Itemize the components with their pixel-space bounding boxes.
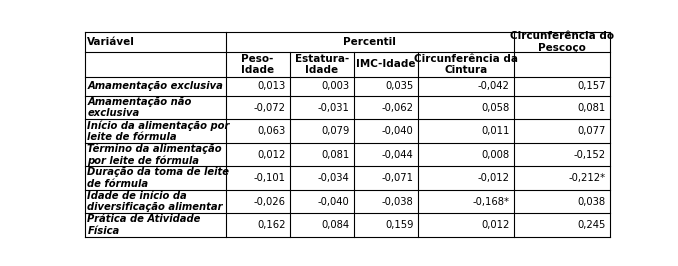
Text: 0,058: 0,058	[481, 103, 510, 113]
Text: -0,101: -0,101	[254, 173, 285, 183]
Text: 0,162: 0,162	[257, 220, 285, 230]
Text: Início da alimentação por
leite de fórmula: Início da alimentação por leite de fórmu…	[87, 120, 230, 142]
Text: Término da alimentação
por leite de fórmula: Término da alimentação por leite de fórm…	[87, 143, 222, 166]
Text: 0,035: 0,035	[385, 81, 414, 91]
Text: -0,012: -0,012	[478, 173, 510, 183]
Text: Circunferência do
Pescoço: Circunferência do Pescoço	[510, 31, 614, 53]
Text: 0,084: 0,084	[321, 220, 350, 230]
Text: 0,157: 0,157	[578, 81, 606, 91]
Text: Estatura-
Idade: Estatura- Idade	[295, 54, 349, 75]
Text: -0,034: -0,034	[318, 173, 350, 183]
Text: 0,038: 0,038	[578, 197, 606, 206]
Text: 0,012: 0,012	[481, 220, 510, 230]
Text: Circunferência da
Cintura: Circunferência da Cintura	[414, 54, 518, 75]
Text: -0,044: -0,044	[382, 149, 414, 160]
Text: -0,040: -0,040	[382, 126, 414, 136]
Text: -0,062: -0,062	[382, 103, 414, 113]
Text: Duração da toma de leite
de fórmula: Duração da toma de leite de fórmula	[87, 167, 229, 189]
Text: IMC-Idade: IMC-Idade	[356, 60, 416, 69]
Text: -0,152: -0,152	[574, 149, 606, 160]
Text: 0,011: 0,011	[481, 126, 510, 136]
Text: -0,038: -0,038	[382, 197, 414, 206]
Text: Amamentação exclusiva: Amamentação exclusiva	[87, 81, 223, 91]
Text: Idade de início da
diversificação alimentar: Idade de início da diversificação alimen…	[87, 191, 223, 212]
Text: -0,168*: -0,168*	[473, 197, 510, 206]
Text: -0,071: -0,071	[382, 173, 414, 183]
Text: 0,245: 0,245	[578, 220, 606, 230]
Text: -0,042: -0,042	[478, 81, 510, 91]
Text: -0,026: -0,026	[254, 197, 285, 206]
Text: -0,212*: -0,212*	[569, 173, 606, 183]
Text: 0,012: 0,012	[257, 149, 285, 160]
Text: -0,031: -0,031	[318, 103, 350, 113]
Text: 0,079: 0,079	[321, 126, 350, 136]
Text: Peso-
Idade: Peso- Idade	[241, 54, 274, 75]
Text: Amamentação não
exclusiva: Amamentação não exclusiva	[87, 97, 192, 118]
Text: -0,072: -0,072	[254, 103, 285, 113]
Text: 0,077: 0,077	[578, 126, 606, 136]
Text: 0,081: 0,081	[321, 149, 350, 160]
Text: 0,003: 0,003	[321, 81, 350, 91]
Text: 0,063: 0,063	[257, 126, 285, 136]
Text: -0,040: -0,040	[318, 197, 350, 206]
Text: Prática de Atividade
Física: Prática de Atividade Física	[87, 214, 201, 236]
Text: 0,159: 0,159	[385, 220, 414, 230]
Text: Percentil: Percentil	[343, 37, 396, 47]
Text: 0,081: 0,081	[578, 103, 606, 113]
Text: Variável: Variável	[87, 37, 135, 47]
Text: 0,013: 0,013	[257, 81, 285, 91]
Text: 0,008: 0,008	[481, 149, 510, 160]
